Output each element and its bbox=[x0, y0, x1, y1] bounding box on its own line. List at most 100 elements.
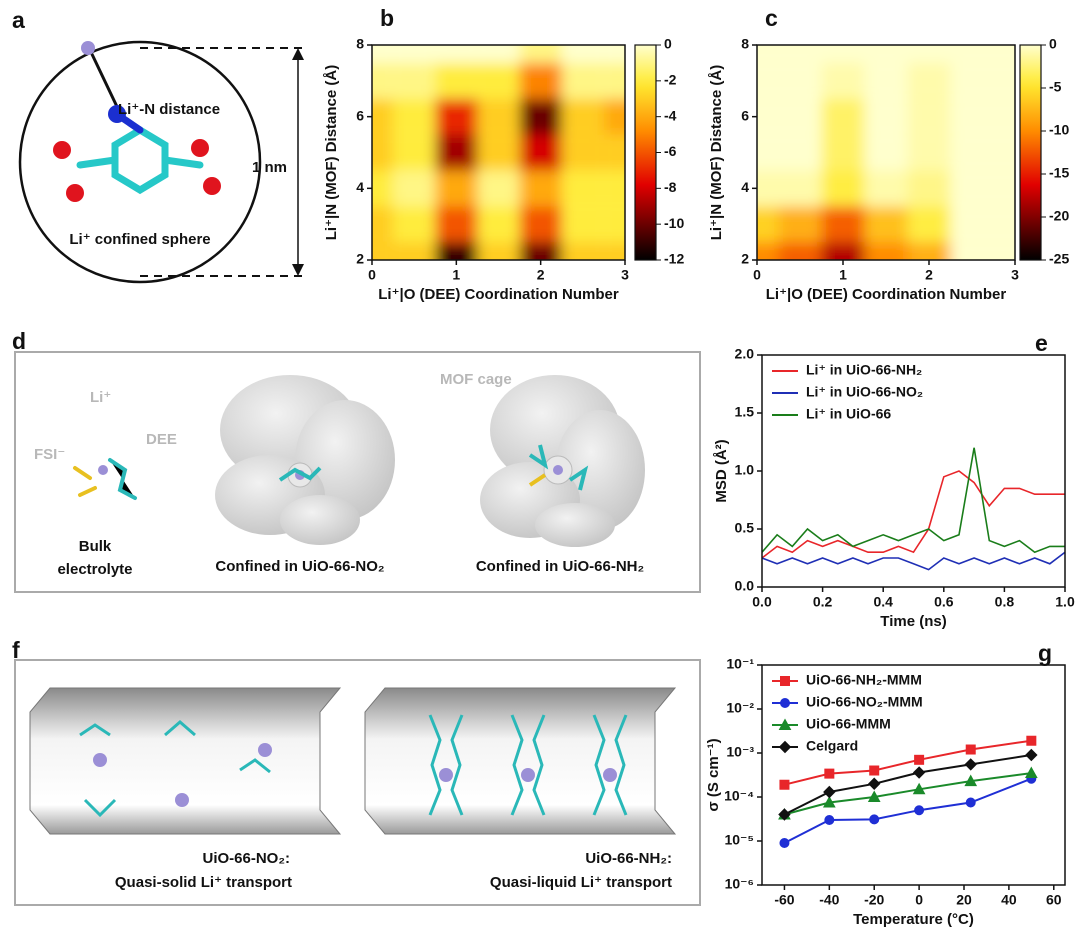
x-tick-label: 0.2 bbox=[813, 594, 833, 610]
marker bbox=[1025, 748, 1038, 762]
y-tick-label: 6 bbox=[741, 107, 749, 123]
legend-marker bbox=[780, 676, 790, 686]
colorbar-tick-label: 0 bbox=[664, 36, 672, 52]
heatmap-cell bbox=[519, 134, 562, 171]
heatmap-cell bbox=[907, 206, 951, 243]
marker bbox=[965, 797, 976, 808]
heatmap-cell bbox=[821, 242, 865, 260]
marker bbox=[824, 768, 835, 779]
heatmap-cell bbox=[477, 206, 520, 243]
heatmap bbox=[372, 45, 625, 260]
heatmap-cell bbox=[993, 98, 1015, 135]
panel-a: a 1 nm Li⁺-N distance Li⁺ confined spher… bbox=[12, 7, 308, 284]
heatmap-cell bbox=[950, 206, 994, 243]
x-tick-label: -40 bbox=[819, 892, 839, 908]
marker bbox=[914, 805, 925, 816]
heatmap-cell bbox=[393, 242, 436, 260]
y-tick-label: 2 bbox=[356, 251, 364, 267]
atom bbox=[66, 184, 84, 202]
heatmap-cell bbox=[907, 170, 951, 207]
legend-marker bbox=[778, 740, 792, 754]
marker bbox=[869, 814, 880, 825]
heatmap-cell bbox=[435, 134, 478, 171]
y-tick-label: 10⁻¹ bbox=[726, 656, 754, 672]
chart: b 0 -2 -4 -6 -8 -10 -12 0 1 2 3 2 4 6 8 Li⁺|O (DEE) Coor… bbox=[323, 5, 684, 303]
series-line bbox=[783, 777, 1032, 844]
y-tick-label: 10⁻³ bbox=[726, 744, 754, 760]
molecule bbox=[76, 48, 204, 195]
colorbar-tick-label: -10 bbox=[664, 215, 684, 231]
heatmap-cells bbox=[757, 45, 1015, 260]
x-tick-label: 0 bbox=[915, 892, 923, 908]
heatmap-cell bbox=[435, 170, 478, 207]
heatmap-cell bbox=[950, 45, 994, 63]
heatmap-cell bbox=[907, 62, 951, 99]
heatmap-cell bbox=[950, 98, 994, 135]
heatmap-cell bbox=[519, 206, 562, 243]
annotation: MOF cage bbox=[440, 371, 512, 388]
heatmap-cell bbox=[907, 134, 951, 171]
heatmap-cell bbox=[372, 62, 394, 99]
heatmap-cell bbox=[561, 242, 604, 260]
series-line bbox=[784, 739, 1032, 786]
heatmap-cell bbox=[907, 45, 951, 63]
x-tick-label: 2 bbox=[925, 267, 933, 283]
marker bbox=[779, 779, 790, 790]
x-axis-label: Time (ns) bbox=[880, 613, 946, 630]
plot-frame bbox=[371, 44, 626, 261]
molecules bbox=[73, 458, 137, 500]
marker bbox=[823, 785, 836, 799]
heatmap-cell bbox=[993, 242, 1015, 260]
caption: Quasi-liquid Li⁺ transport bbox=[490, 874, 672, 891]
legend-marker bbox=[780, 698, 790, 708]
colorbar-tick-label: -12 bbox=[664, 251, 684, 267]
mof-cage bbox=[215, 375, 645, 547]
heatmap-cell bbox=[757, 206, 779, 243]
legend-label: Li⁺ in UiO-66 bbox=[806, 406, 891, 422]
heatmap-cell bbox=[519, 45, 562, 63]
atom bbox=[191, 139, 209, 157]
marker bbox=[914, 754, 925, 765]
x-tick-label: 0 bbox=[753, 267, 761, 283]
heatmap-cell bbox=[435, 62, 478, 99]
heatmap-cell bbox=[393, 170, 436, 207]
y-tick-label: 0.5 bbox=[735, 520, 755, 536]
x-tick-label: 1 bbox=[452, 267, 460, 283]
heatmap-cell bbox=[821, 170, 865, 207]
panel-letter: c bbox=[765, 5, 778, 31]
series-line bbox=[762, 470, 1065, 559]
heatmap-cell bbox=[561, 206, 604, 243]
marker bbox=[965, 744, 976, 755]
y-tick-label: 2 bbox=[741, 251, 749, 267]
heatmap-cell bbox=[435, 98, 478, 135]
heatmap-cell bbox=[864, 170, 908, 207]
heatmap-cell bbox=[993, 45, 1015, 63]
heatmap-cell bbox=[603, 206, 625, 243]
plot-frame bbox=[761, 664, 1066, 886]
colorbar-tick-label: -8 bbox=[664, 179, 677, 195]
y-tick-label: 4 bbox=[741, 179, 749, 195]
colorbar bbox=[634, 44, 657, 261]
y-axis-label: MSD (Å²) bbox=[713, 439, 730, 502]
x-tick-label: 0.6 bbox=[934, 594, 954, 610]
chart: e Li⁺ in UiO-66-NH₂ Li⁺ in UiO-66-NO₂ Li⁺ i… bbox=[713, 330, 1075, 630]
colorbar-tick-label: 0 bbox=[1049, 36, 1057, 52]
heatmap-cell bbox=[757, 98, 779, 135]
series-line bbox=[784, 772, 1032, 816]
atom bbox=[108, 105, 126, 123]
x-tick-label: 1 bbox=[839, 267, 847, 283]
heatmap-cell bbox=[757, 134, 779, 171]
annotation: FSI⁻ bbox=[34, 446, 65, 463]
heatmap-cell bbox=[477, 242, 520, 260]
x-tick-label: 0.0 bbox=[752, 594, 772, 610]
y-tick-label: 10⁻⁴ bbox=[724, 788, 754, 804]
heatmap-cell bbox=[393, 134, 436, 171]
heatmap-cell bbox=[561, 134, 604, 171]
y-tick-label: 10⁻² bbox=[726, 700, 754, 716]
heatmap-cell bbox=[477, 170, 520, 207]
marker bbox=[778, 808, 791, 821]
plot-frame bbox=[756, 44, 1016, 261]
heatmap-cell bbox=[907, 98, 951, 135]
heatmap-cell bbox=[393, 98, 436, 135]
colorbar-tick-label: -6 bbox=[664, 143, 677, 159]
